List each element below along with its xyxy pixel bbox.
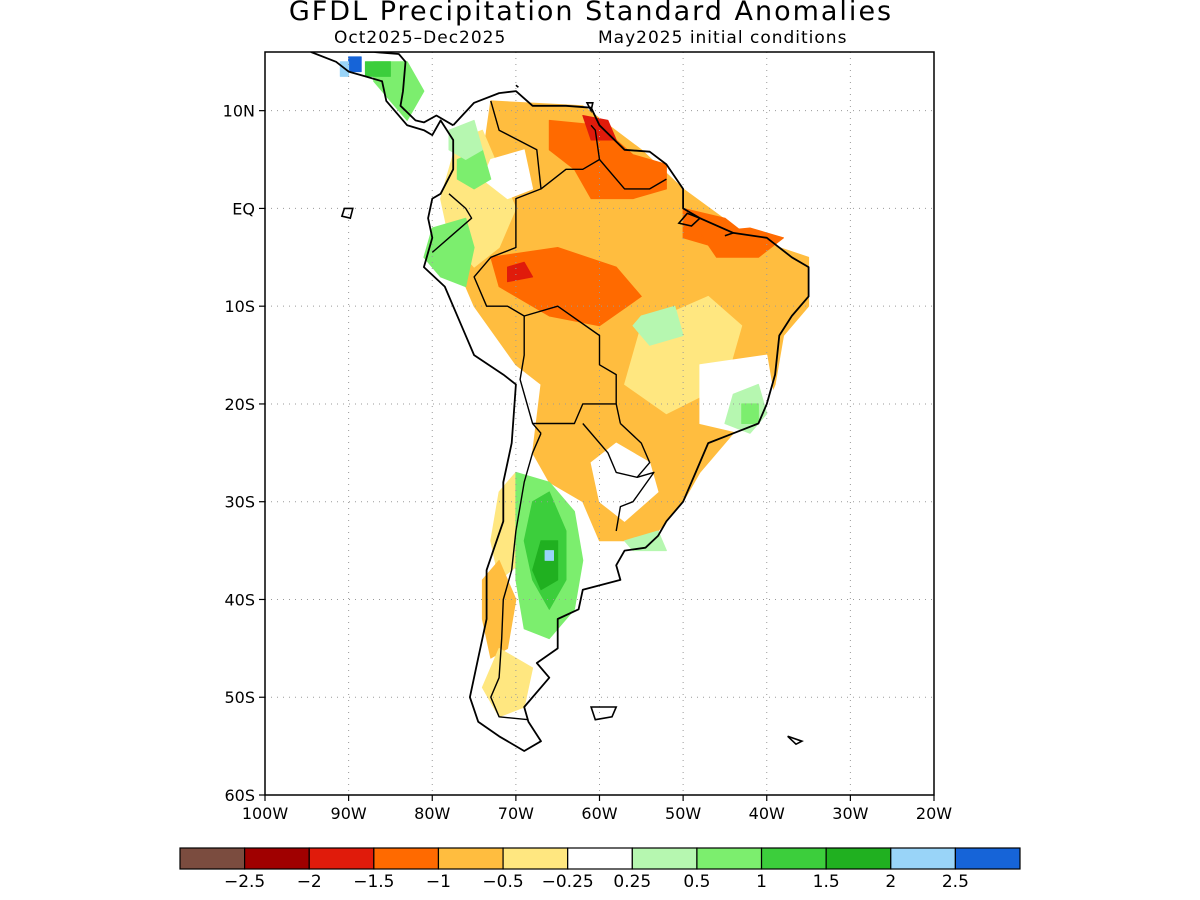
country-border: [540, 124, 601, 190]
map-title: GFDL Precipitation Standard Anomalies: [288, 0, 894, 27]
colorbar-label: −0.5: [482, 872, 523, 892]
colorbar-swatch: [373, 847, 440, 870]
initial-conditions: May2025 initial conditions: [598, 28, 848, 48]
longitude-labels: 100W 90W 80W 70W 60W 50W 40W 30W 20W: [242, 795, 952, 823]
island-outline: [515, 84, 519, 88]
anomaly-region: [423, 217, 475, 288]
anomaly-region: [490, 247, 642, 327]
country-border: [532, 403, 617, 425]
lat-label: 60S: [224, 786, 255, 805]
latitude-labels: 10N EQ 10S 20S 30S 40S 50S 60S: [223, 102, 265, 805]
colorbar: −2.5 −2 −1.5 −1 −0.5 −0.25 0.25 0.5 1 1.5 2 2.5: [179, 847, 1021, 892]
lat-label: EQ: [232, 199, 255, 218]
lon-label: 60W: [581, 804, 617, 823]
anomaly-region: [624, 530, 667, 552]
country-border: [490, 433, 542, 721]
lon-label: 50W: [665, 804, 701, 823]
colorbar-label: −0.25: [542, 872, 594, 892]
colorbar-swatch: [437, 847, 504, 870]
colorbar-label: 1: [756, 872, 767, 892]
anomaly-region: [632, 305, 684, 346]
island-outline: [589, 706, 618, 721]
coastline: [310, 52, 810, 752]
anomaly-region: [699, 227, 784, 258]
colorbar-label: 0.5: [683, 872, 710, 892]
colorbar-label: −1.5: [353, 872, 394, 892]
anomaly-shading: [339, 56, 810, 718]
lon-label: 90W: [331, 804, 367, 823]
anomaly-region: [544, 550, 554, 561]
coastlines: [310, 52, 810, 752]
colorbar-swatch: [244, 847, 310, 870]
anomaly-region: [448, 119, 483, 160]
lat-label: 20S: [224, 395, 255, 414]
coastline: [360, 52, 454, 127]
lat-label: 30S: [224, 493, 255, 512]
colorbar-label: −2: [297, 872, 322, 892]
island-outline: [677, 212, 702, 227]
country-border: [615, 471, 655, 532]
anomaly-region: [348, 56, 362, 73]
island-outline: [724, 232, 734, 237]
colorbar-swatch: [502, 847, 569, 870]
lon-label: 70W: [498, 804, 534, 823]
colorbar-label: 0.25: [613, 872, 651, 892]
anomaly-region: [741, 403, 759, 424]
lat-label: 40S: [224, 590, 255, 609]
island-outline: [787, 735, 804, 746]
colorbar-swatch: [825, 847, 892, 870]
colorbar-swatch: [696, 847, 763, 870]
colorbar-swatch: [760, 847, 827, 870]
lat-label: 10S: [224, 297, 255, 316]
colorbar-label: 2.5: [942, 872, 969, 892]
colorbar-label: 2: [885, 872, 896, 892]
forecast-period: Oct2025–Dec2025: [334, 28, 507, 48]
colorbar-swatch: [890, 847, 956, 870]
colorbar-label: 1.5: [813, 872, 840, 892]
anomaly-region: [481, 647, 534, 718]
colorbar-swatch: [954, 847, 1021, 870]
island-outline: [340, 207, 354, 220]
colorbar-swatch: [179, 847, 246, 870]
country-border: [519, 316, 542, 434]
lat-label: 10N: [223, 102, 255, 121]
country-border: [431, 193, 473, 253]
lon-label: 40W: [749, 804, 785, 823]
lon-label: 80W: [414, 804, 450, 823]
colorbar-swatch: [308, 847, 375, 870]
colorbar-label: −1: [426, 872, 451, 892]
colorbar-swatch: [567, 847, 633, 870]
colorbar-swatch: [631, 847, 698, 870]
lon-label: 20W: [916, 804, 952, 823]
lon-label: 100W: [242, 804, 289, 823]
country-border: [473, 100, 542, 317]
lat-label: 50S: [224, 688, 255, 707]
country-border: [598, 159, 667, 190]
colorbar-label: −2.5: [224, 872, 265, 892]
lon-label: 30W: [832, 804, 868, 823]
island-outline: [585, 102, 594, 114]
anomaly-region: [364, 61, 391, 77]
anomaly-region: [507, 261, 534, 283]
